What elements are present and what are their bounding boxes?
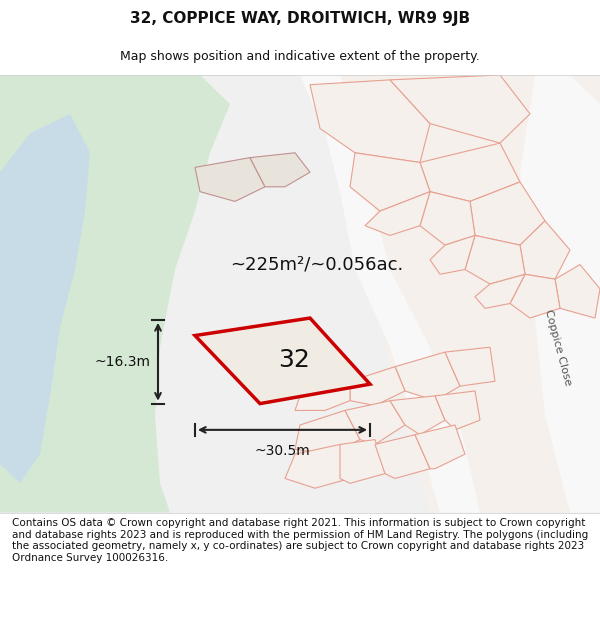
Text: ~16.3m: ~16.3m (94, 355, 150, 369)
Polygon shape (350, 152, 430, 211)
Polygon shape (435, 391, 480, 430)
Polygon shape (375, 435, 430, 479)
Polygon shape (395, 352, 460, 401)
Polygon shape (430, 236, 475, 274)
Polygon shape (390, 396, 445, 435)
Polygon shape (520, 221, 570, 279)
Polygon shape (250, 152, 310, 187)
Polygon shape (295, 381, 350, 411)
Polygon shape (345, 401, 405, 444)
Polygon shape (415, 425, 465, 469)
Polygon shape (340, 439, 385, 483)
Polygon shape (470, 182, 545, 245)
Polygon shape (310, 80, 430, 162)
Polygon shape (555, 264, 600, 318)
Polygon shape (300, 75, 480, 512)
Text: 32: 32 (278, 348, 310, 372)
Polygon shape (195, 318, 370, 404)
Polygon shape (295, 411, 360, 454)
Polygon shape (390, 75, 530, 143)
Polygon shape (365, 192, 430, 236)
Text: Contains OS data © Crown copyright and database right 2021. This information is : Contains OS data © Crown copyright and d… (12, 518, 588, 563)
Polygon shape (195, 158, 265, 201)
Polygon shape (420, 192, 475, 245)
Polygon shape (285, 444, 350, 488)
Polygon shape (475, 274, 525, 308)
Text: Map shows position and indicative extent of the property.: Map shows position and indicative extent… (120, 50, 480, 62)
Text: Coppice Close: Coppice Close (543, 308, 573, 386)
Polygon shape (520, 75, 600, 512)
Polygon shape (510, 274, 560, 318)
Polygon shape (0, 75, 230, 512)
Polygon shape (420, 143, 520, 201)
Text: ~30.5m: ~30.5m (254, 444, 310, 459)
Polygon shape (350, 367, 405, 406)
Text: 32, COPPICE WAY, DROITWICH, WR9 9JB: 32, COPPICE WAY, DROITWICH, WR9 9JB (130, 11, 470, 26)
Polygon shape (465, 236, 525, 284)
Polygon shape (300, 75, 600, 512)
Polygon shape (0, 114, 90, 483)
Text: ~225m²/~0.056ac.: ~225m²/~0.056ac. (230, 256, 403, 274)
Polygon shape (445, 348, 495, 386)
